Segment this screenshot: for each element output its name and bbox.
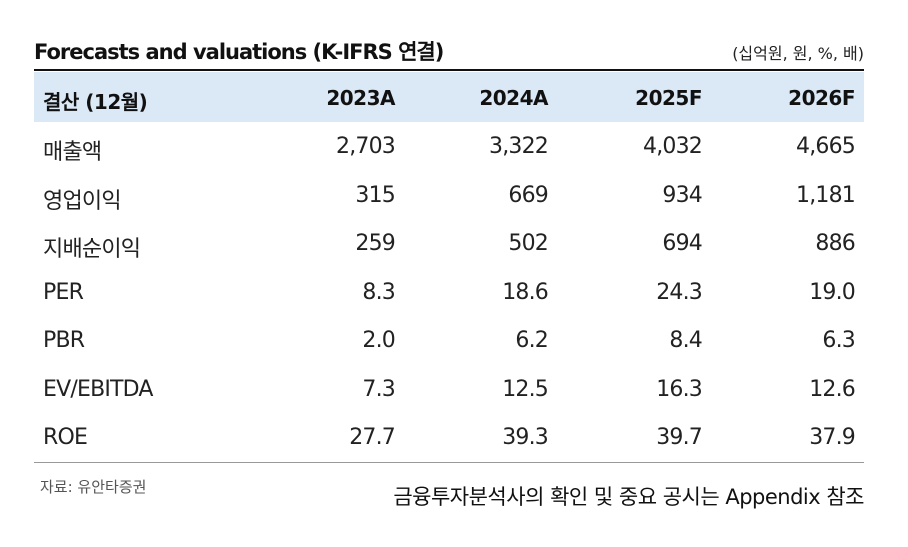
title-divider	[34, 69, 864, 71]
cell-value: 12.5	[502, 376, 549, 402]
cell-value: 12.6	[809, 376, 856, 402]
header-2026f: 2026F	[788, 86, 855, 110]
header-2023a: 2023A	[326, 86, 395, 110]
cell-value: 8.3	[362, 279, 395, 305]
cell-value: 3,322	[489, 134, 549, 159]
cell-value: 8.4	[669, 328, 702, 353]
cell-value: 259	[355, 231, 395, 256]
cell-value: 16.3	[656, 376, 703, 402]
cell-value: 39.3	[502, 425, 549, 450]
row-label: PER	[43, 279, 84, 305]
table-row: ROE 27.7 39.3 39.7 37.9	[34, 413, 864, 462]
row-label: 영업이익	[43, 188, 122, 214]
row-label: 매출액	[43, 140, 102, 165]
cell-value: 1,181	[796, 182, 856, 208]
cell-value: 669	[508, 182, 548, 208]
cell-value: 4,032	[643, 134, 703, 159]
header-2024a: 2024A	[479, 86, 548, 110]
table-row: PER 8.3 18.6 24.3 19.0	[34, 268, 864, 317]
cell-value: 24.3	[656, 279, 703, 305]
cell-value: 4,665	[796, 134, 856, 159]
source-note: 자료: 유안타증권	[40, 478, 147, 496]
header-2025f: 2025F	[635, 86, 702, 110]
disclaimer-note: 금융투자분석사의 확인 및 중요 공시는 Appendix 참조	[393, 485, 864, 509]
header-period: 결산 (12월)	[43, 90, 148, 114]
table-body: 매출액 2,703 3,322 4,032 4,665 영업이익 315 669…	[34, 122, 864, 462]
cell-value: 315	[355, 182, 395, 208]
cell-value: 694	[662, 231, 702, 256]
table-row: PBR 2.0 6.2 8.4 6.3	[34, 316, 864, 365]
row-label: EV/EBITDA	[43, 376, 153, 402]
unit-note: (십억원, 원, %, 배)	[732, 44, 864, 63]
cell-value: 934	[662, 182, 702, 208]
cell-value: 37.9	[809, 425, 856, 450]
cell-value: 19.0	[809, 279, 856, 305]
table-row: 지배순이익 259 502 694 886	[34, 219, 864, 268]
cell-value: 886	[815, 231, 855, 256]
table-bottom-divider	[34, 462, 864, 463]
table-header: 결산 (12월) 2023A 2024A 2025F 2026F	[34, 72, 864, 122]
cell-value: 39.7	[656, 425, 703, 450]
cell-value: 6.2	[515, 328, 548, 353]
table-row: 매출액 2,703 3,322 4,032 4,665	[34, 122, 864, 171]
cell-value: 6.3	[822, 328, 855, 353]
cell-value: 27.7	[349, 425, 396, 450]
cell-value: 2,703	[336, 134, 396, 159]
cell-value: 7.3	[362, 376, 395, 402]
row-label: ROE	[43, 425, 88, 450]
row-label: PBR	[43, 328, 85, 353]
cell-value: 502	[508, 231, 548, 256]
table-row: EV/EBITDA 7.3 12.5 16.3 12.6	[34, 365, 864, 414]
cell-value: 2.0	[362, 328, 395, 353]
row-label: 지배순이익	[43, 237, 141, 262]
table-row: 영업이익 315 669 934 1,181	[34, 171, 864, 220]
cell-value: 18.6	[502, 279, 549, 305]
table-title: Forecasts and valuations (K-IFRS 연결)	[34, 40, 444, 64]
